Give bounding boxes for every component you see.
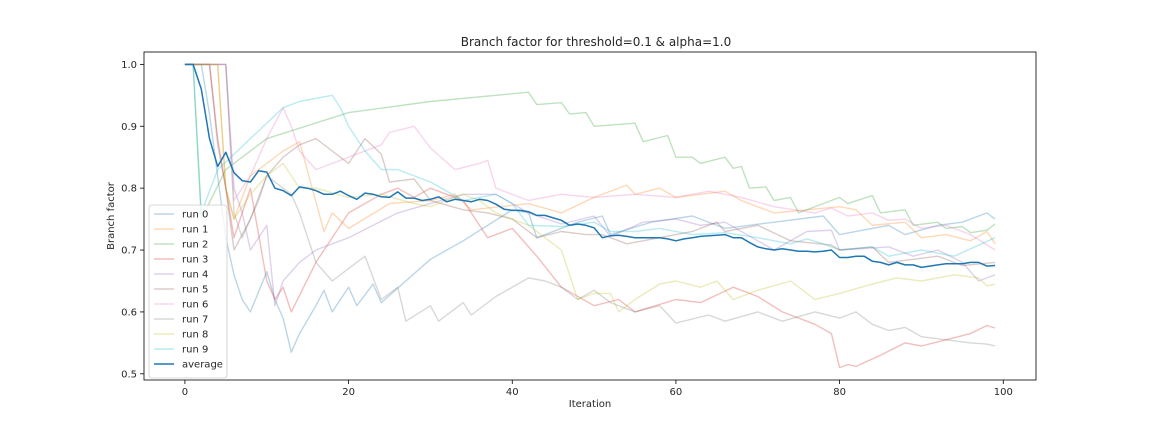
series-line-run-9 (184, 63, 996, 257)
x-tick-label: 60 (670, 387, 683, 398)
y-tick-label: 0.6 (121, 307, 137, 318)
series-line-run-2 (184, 63, 996, 234)
x-tick-label: 20 (342, 387, 355, 398)
x-tick-label: 0 (182, 387, 188, 398)
series-line-average (184, 63, 996, 269)
x-tick-label: 40 (506, 387, 519, 398)
y-tick-label: 0.7 (121, 246, 137, 257)
y-tick-label: 0.5 (121, 369, 137, 380)
legend-label: run 5 (182, 285, 208, 296)
legend-label: run 9 (182, 345, 208, 356)
legend-label: run 6 (182, 300, 208, 311)
legend-label: run 2 (182, 240, 208, 251)
series-line-run-3 (184, 63, 996, 369)
chart-title: Branch factor for threshold=0.1 & alpha=… (461, 35, 731, 49)
y-axis: 0.5 0.6 0.7 0.8 0.9 1.0 (121, 60, 144, 380)
series-line-run-5 (184, 63, 996, 267)
legend-label: run 0 (182, 210, 208, 221)
series-line-run-6 (184, 63, 996, 251)
series-line-run-0 (184, 63, 996, 353)
y-tick-label: 1.0 (121, 60, 137, 71)
x-axis-label: Iteration (569, 399, 611, 410)
series-line-run-7 (184, 63, 996, 347)
plot-frame (143, 51, 1037, 381)
legend-box (148, 204, 228, 379)
series-line-run-1 (184, 63, 996, 245)
x-tick-label: 100 (994, 387, 1013, 398)
y-axis-label: Branch factor (106, 181, 117, 250)
legend-label: run 3 (182, 255, 208, 266)
series-layer (184, 63, 996, 369)
legend-label: run 1 (182, 225, 208, 236)
legend-label: run 4 (182, 270, 208, 281)
legend: run 0 run 1 run 2 run 3 run 4 run 5 run 6 run 7… (148, 204, 228, 379)
y-tick-label: 0.8 (121, 184, 137, 195)
legend-label: run 8 (182, 330, 208, 341)
y-tick-label: 0.9 (121, 122, 137, 133)
series-line-run-8 (184, 63, 996, 313)
x-axis: 0 20 40 60 80 100 (182, 380, 1013, 398)
legend-label: average (182, 360, 223, 371)
series-line-run-4 (184, 63, 996, 307)
legend-label: run 7 (182, 315, 208, 326)
x-tick-label: 80 (833, 387, 846, 398)
